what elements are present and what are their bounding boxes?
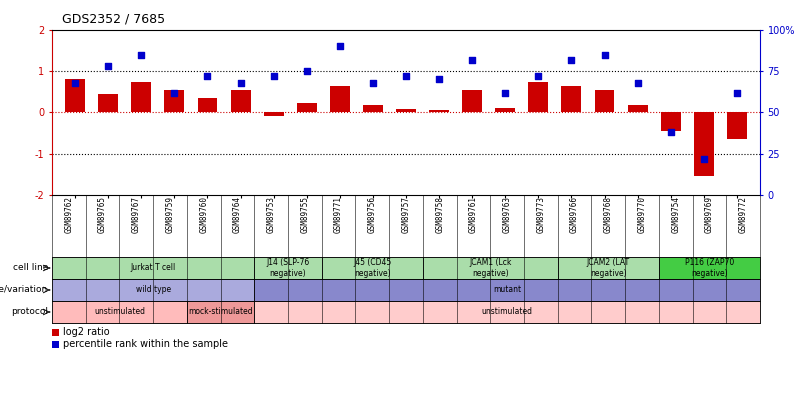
Bar (727, 113, 747, 139)
Point (300, 68, 313, 75)
Text: GSM89765: GSM89765 (98, 196, 107, 233)
Point (102, 63, 115, 70)
Text: GSM89759: GSM89759 (165, 196, 175, 233)
Bar (52, 257, 255, 279)
Bar (396, 109, 416, 113)
Bar (558, 257, 659, 279)
Point (135, 51, 148, 58)
Text: P116 (ZAP70
negative): P116 (ZAP70 negative) (685, 258, 734, 278)
Bar (52, 301, 187, 323)
Point (69, 79, 81, 86)
Text: GSM89755: GSM89755 (300, 196, 310, 233)
Point (267, 73, 280, 79)
Bar (52, 328, 59, 335)
Text: mock-stimulated: mock-stimulated (188, 307, 253, 316)
Bar (562, 86, 582, 113)
Point (631, 79, 644, 86)
Text: wild type: wild type (136, 286, 171, 294)
Text: GSM89754: GSM89754 (671, 196, 680, 233)
Point (433, 76, 445, 83)
Text: GSM89769: GSM89769 (705, 196, 714, 233)
Point (400, 73, 413, 79)
Text: GSM89761: GSM89761 (469, 196, 478, 233)
Bar (198, 98, 217, 113)
Bar (496, 109, 516, 113)
Text: percentile rank within the sample: percentile rank within the sample (63, 339, 228, 349)
Point (201, 73, 214, 79)
Bar (330, 86, 350, 113)
Text: J45 (CD45
negative): J45 (CD45 negative) (354, 258, 391, 278)
Text: GSM89757: GSM89757 (401, 196, 410, 233)
Text: GSM89763: GSM89763 (503, 196, 512, 233)
Point (664, 129, 677, 136)
Bar (363, 105, 383, 113)
Text: unstimulated: unstimulated (94, 307, 145, 316)
Text: GSM89767: GSM89767 (132, 196, 140, 233)
Point (532, 73, 545, 79)
Bar (462, 90, 482, 113)
Bar (98, 94, 118, 113)
Text: J14 (SLP-76
negative): J14 (SLP-76 negative) (267, 258, 310, 278)
Bar (231, 90, 251, 113)
Text: GSM89762: GSM89762 (65, 196, 73, 233)
Text: GSM89768: GSM89768 (604, 196, 613, 233)
Bar (255, 279, 760, 301)
Text: GSM89773: GSM89773 (536, 196, 545, 233)
Text: protocol: protocol (11, 307, 48, 316)
Bar (628, 105, 647, 113)
Bar (429, 111, 449, 113)
Text: genotype/variation: genotype/variation (0, 286, 48, 294)
Bar (52, 279, 255, 301)
Text: GSM89772: GSM89772 (739, 196, 748, 233)
Bar (187, 301, 255, 323)
Point (730, 90, 743, 96)
Bar (164, 90, 184, 113)
Text: GDS2352 / 7685: GDS2352 / 7685 (62, 13, 165, 26)
Text: GSM89771: GSM89771 (334, 196, 343, 233)
Point (598, 51, 611, 58)
Point (565, 56, 578, 63)
Point (234, 79, 247, 86)
Bar (528, 81, 548, 113)
Bar (322, 257, 423, 279)
Text: GSM89766: GSM89766 (570, 196, 579, 233)
Text: GSM89760: GSM89760 (200, 196, 208, 233)
Bar (65, 79, 85, 113)
Text: cell line: cell line (13, 264, 48, 273)
Bar (661, 113, 681, 131)
Bar (659, 257, 760, 279)
Text: mutant: mutant (493, 286, 521, 294)
Point (168, 90, 181, 96)
Bar (52, 341, 59, 347)
Bar (132, 81, 152, 113)
Bar (297, 103, 317, 113)
Bar (693, 113, 713, 177)
Bar (423, 257, 558, 279)
Text: GSM89764: GSM89764 (233, 196, 242, 233)
Point (366, 79, 379, 86)
Point (334, 43, 346, 50)
Text: GSM89753: GSM89753 (267, 196, 275, 233)
Text: Jurkat T cell: Jurkat T cell (131, 264, 176, 273)
Text: log2 ratio: log2 ratio (63, 327, 109, 337)
Text: JCAM2 (LAT
negative): JCAM2 (LAT negative) (587, 258, 630, 278)
Text: GSM89758: GSM89758 (435, 196, 444, 233)
Text: GSM89756: GSM89756 (368, 196, 377, 233)
Text: GSM89770: GSM89770 (638, 196, 646, 233)
Point (466, 56, 479, 63)
Point (499, 90, 512, 96)
Text: unstimulated: unstimulated (482, 307, 532, 316)
Point (697, 156, 710, 162)
Text: JCAM1 (Lck
negative): JCAM1 (Lck negative) (469, 258, 512, 278)
Bar (595, 90, 614, 113)
Bar (263, 113, 283, 116)
Bar (255, 257, 322, 279)
Bar (255, 301, 760, 323)
